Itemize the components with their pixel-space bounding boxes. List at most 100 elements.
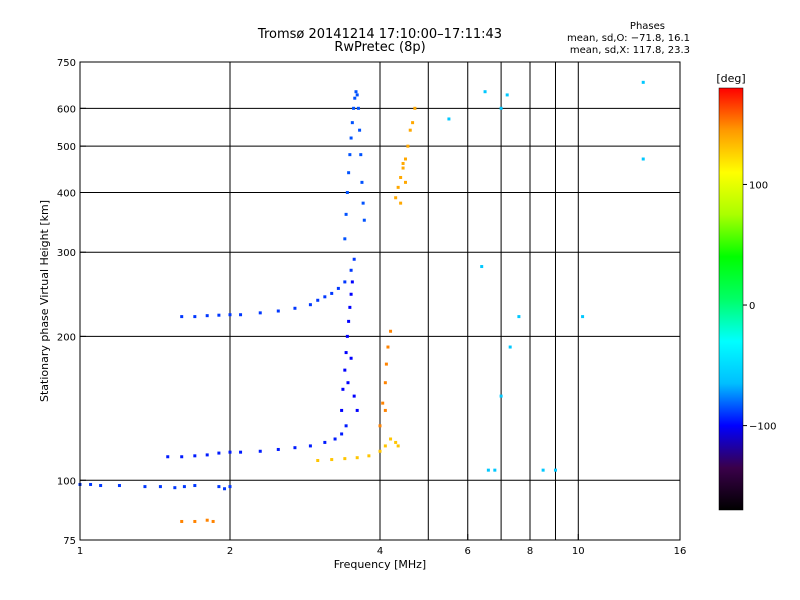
data-point xyxy=(228,485,232,489)
data-point xyxy=(343,368,347,372)
data-point xyxy=(383,408,387,412)
data-point xyxy=(355,456,359,460)
x-axis: 1 2 4 6 8 10 16 xyxy=(77,534,687,557)
phases-title: Phases xyxy=(629,21,665,32)
data-point xyxy=(358,128,362,132)
data-point xyxy=(384,362,388,366)
data-point xyxy=(239,313,243,317)
data-point xyxy=(193,484,197,488)
data-point xyxy=(308,303,312,307)
data-point xyxy=(383,444,387,448)
data-point xyxy=(316,298,320,302)
data-point xyxy=(293,306,297,310)
data-point xyxy=(173,486,177,490)
data-point xyxy=(346,381,350,385)
data-point xyxy=(401,161,405,165)
data-point xyxy=(541,468,545,472)
data-point xyxy=(355,408,359,412)
data-point xyxy=(396,444,400,448)
data-point xyxy=(276,447,280,451)
data-point xyxy=(340,408,344,412)
data-point xyxy=(89,482,93,486)
data-point xyxy=(389,329,393,333)
data-point xyxy=(180,315,184,319)
data-points xyxy=(78,80,645,523)
data-point xyxy=(323,440,327,444)
data-point xyxy=(336,286,340,290)
data-point xyxy=(367,454,371,458)
data-point xyxy=(99,484,103,488)
data-point xyxy=(352,257,356,261)
data-point xyxy=(293,446,297,450)
data-point xyxy=(378,449,382,453)
y-axis: 75 100 200 300 400 500 600 750 xyxy=(57,58,86,547)
data-point xyxy=(499,394,503,398)
data-point xyxy=(341,387,345,391)
data-point xyxy=(347,319,351,323)
data-point xyxy=(381,401,385,405)
data-point xyxy=(193,454,197,458)
data-point xyxy=(193,315,197,319)
data-point xyxy=(359,153,363,157)
data-point xyxy=(211,519,215,523)
data-point xyxy=(349,356,353,360)
data-point xyxy=(483,90,487,94)
x-tick-label: 2 xyxy=(227,546,233,557)
y-tick-label: 400 xyxy=(57,188,76,199)
data-point xyxy=(333,437,337,441)
data-point xyxy=(406,144,410,148)
data-point xyxy=(348,153,352,157)
data-point xyxy=(343,237,347,241)
data-point xyxy=(499,106,503,110)
x-tick-label: 1 xyxy=(77,546,83,557)
data-point xyxy=(345,190,349,194)
data-point xyxy=(323,295,327,299)
colorbar-tick-label: 100 xyxy=(749,180,768,191)
data-point xyxy=(383,381,387,385)
data-point xyxy=(217,451,221,455)
data-point xyxy=(399,175,403,179)
data-point xyxy=(349,292,353,296)
data-point xyxy=(223,487,227,491)
data-point xyxy=(180,519,184,523)
data-point xyxy=(362,218,366,222)
chart-title-line1: Tromsø 20141214 17:10:00–17:11:43 xyxy=(257,27,503,42)
data-point xyxy=(493,468,497,472)
x-axis-label: Frequency [MHz] xyxy=(334,558,426,571)
data-point xyxy=(258,311,262,315)
data-point xyxy=(340,432,344,436)
data-point xyxy=(350,121,354,125)
data-point xyxy=(158,485,162,489)
x-tick-label: 16 xyxy=(674,546,687,557)
data-point xyxy=(394,440,398,444)
data-point xyxy=(349,136,353,140)
x-tick-label: 4 xyxy=(377,546,383,557)
data-point xyxy=(389,437,393,441)
data-point xyxy=(180,455,184,459)
data-point xyxy=(355,93,359,97)
y-tick-label: 75 xyxy=(63,536,76,547)
data-point xyxy=(403,157,407,161)
data-point xyxy=(228,450,232,454)
phases-o-stats: mean, sd,O: −71.8, 16.1 xyxy=(567,33,690,44)
data-point xyxy=(447,117,451,121)
data-point xyxy=(396,185,400,189)
data-point xyxy=(330,291,334,295)
data-point xyxy=(386,345,390,349)
y-tick-label: 500 xyxy=(57,142,76,153)
data-point xyxy=(403,180,407,184)
data-point xyxy=(344,212,348,216)
data-point xyxy=(349,268,353,272)
data-point xyxy=(517,315,521,319)
data-point xyxy=(505,93,509,97)
data-point xyxy=(399,201,403,205)
data-point xyxy=(166,455,170,459)
data-point xyxy=(508,345,512,349)
chart-title-line2: RwPretec (8p) xyxy=(334,40,426,55)
y-tick-label: 600 xyxy=(57,104,76,115)
data-point xyxy=(348,305,352,309)
data-point xyxy=(356,106,360,110)
data-point xyxy=(394,196,398,200)
data-point xyxy=(228,313,232,317)
data-point xyxy=(347,171,351,175)
